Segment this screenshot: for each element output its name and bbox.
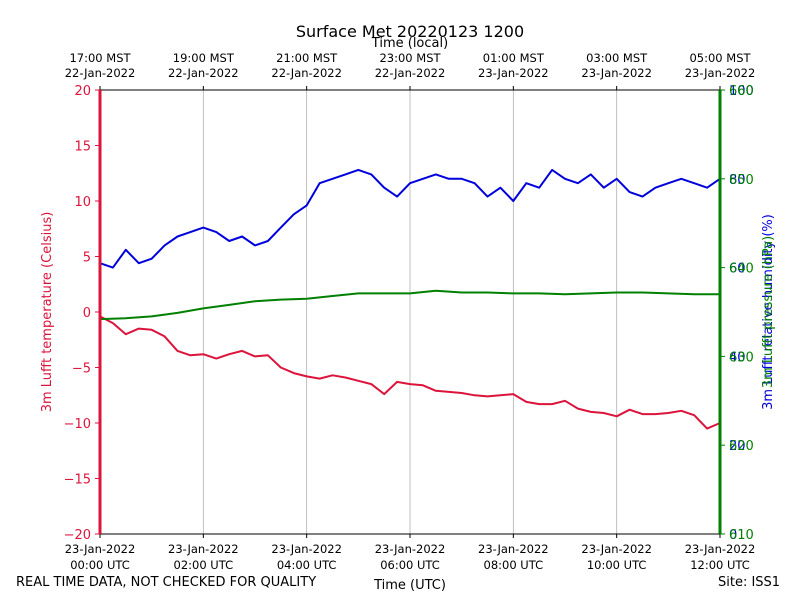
x-tick-label-top-time: 05:00 MST (689, 51, 751, 65)
x-tick-label-bottom-time: 10:00 UTC (587, 558, 647, 572)
left-y-tick-label: 20 (74, 84, 91, 99)
left-y-tick-label: 0 (83, 306, 91, 321)
series-line-3m-lufft-relative-humidity (99, 168, 721, 269)
x-axis-top-label: Time (local) (371, 36, 448, 51)
right-y-tick-label-pressure: 640 (729, 262, 754, 277)
x-tick-label-top-time: 23:00 MST (379, 51, 441, 65)
x-tick-label-bottom-time: 12:00 UTC (690, 558, 750, 572)
left-y-tick-label: 15 (74, 140, 91, 155)
x-tick-label-bottom-date: 23-Jan-2022 (685, 542, 756, 556)
x-tick-label-top-time: 21:00 MST (276, 51, 338, 65)
left-y-tick-label: −10 (64, 417, 91, 432)
x-axis-bottom-label: Time (UTC) (373, 578, 446, 593)
right-y-tick-label-pressure: 630 (729, 350, 754, 365)
data-series (99, 168, 721, 430)
x-tick-label-bottom-date: 23-Jan-2022 (478, 542, 549, 556)
right-y-tick-label-humidity: 0 (729, 528, 737, 543)
x-tick-label-top-time: 17:00 MST (69, 51, 131, 65)
right-y-tick-label-humidity: 40 (729, 350, 746, 365)
x-tick-label-top-date: 22-Jan-2022 (65, 66, 136, 80)
x-tick-label-bottom-time: 02:00 UTC (174, 558, 234, 572)
left-axis-label: 3m Lufft temperature (Celsius) (40, 212, 55, 413)
x-tick-label-bottom-date: 23-Jan-2022 (65, 542, 136, 556)
right-axis-label-humidity: 3m Lufft relative humidity (%) (761, 214, 776, 410)
x-tick-label-bottom-time: 00:00 UTC (70, 558, 130, 572)
series-line-3m-lufft-pressure (99, 289, 720, 321)
quality-disclaimer: REAL TIME DATA, NOT CHECKED FOR QUALITY (16, 575, 317, 590)
x-tick-label-bottom-date: 23-Jan-2022 (271, 542, 342, 556)
series-line-3m-lufft-temperature (99, 315, 721, 430)
right-y-tick-label-humidity: 80 (729, 173, 746, 188)
x-tick-label-top-date: 23-Jan-2022 (581, 66, 652, 80)
left-y-tick-label: −5 (72, 362, 91, 377)
x-tick-label-bottom-time: 04:00 UTC (277, 558, 337, 572)
grid-lines (99, 90, 721, 534)
site-label: Site: ISS1 (718, 575, 781, 590)
x-tick-label-top-date: 22-Jan-2022 (271, 66, 342, 80)
x-tick-label-top-time: 03:00 MST (586, 51, 648, 65)
right-y-tick-label-pressure: 620 (729, 439, 754, 454)
x-tick-label-bottom-date: 23-Jan-2022 (168, 542, 239, 556)
x-tick-label-top-date: 23-Jan-2022 (478, 66, 549, 80)
right-axis-label-pressure: 3m Lufft pressure (hPa) (761, 236, 776, 388)
x-tick-label-bottom-date: 23-Jan-2022 (581, 542, 652, 556)
x-tick-label-top-date: 22-Jan-2022 (168, 66, 239, 80)
left-y-tick-label: −20 (64, 528, 91, 543)
x-tick-label-top-time: 19:00 MST (173, 51, 235, 65)
right-y-tick-label-pressure: 610 (729, 528, 754, 543)
x-tick-label-top-time: 01:00 MST (483, 51, 545, 65)
right-y-tick-label-humidity: 60 (729, 262, 746, 277)
x-tick-label-top-date: 23-Jan-2022 (685, 66, 756, 80)
axes: 23-Jan-2022 00:00 UTC 23-Jan-2022 02:00 UTC… (64, 51, 756, 572)
right-y-tick-label-pressure: 660 (729, 84, 754, 99)
chart-title: Surface Met 20220123 1200 (296, 22, 524, 41)
right-y-tick-label-humidity: 20 (729, 439, 746, 454)
right-y-tick-label-humidity: 100 (729, 84, 754, 99)
left-y-tick-label: 5 (83, 251, 91, 266)
x-tick-label-bottom-time: 08:00 UTC (484, 558, 544, 572)
x-tick-label-bottom-date: 23-Jan-2022 (375, 542, 446, 556)
left-y-tick-label: −15 (64, 473, 91, 488)
left-y-tick-label: 10 (74, 195, 91, 210)
x-tick-label-top-date: 22-Jan-2022 (375, 66, 446, 80)
right-y-tick-label-pressure: 650 (729, 173, 754, 188)
x-tick-label-bottom-time: 06:00 UTC (380, 558, 440, 572)
